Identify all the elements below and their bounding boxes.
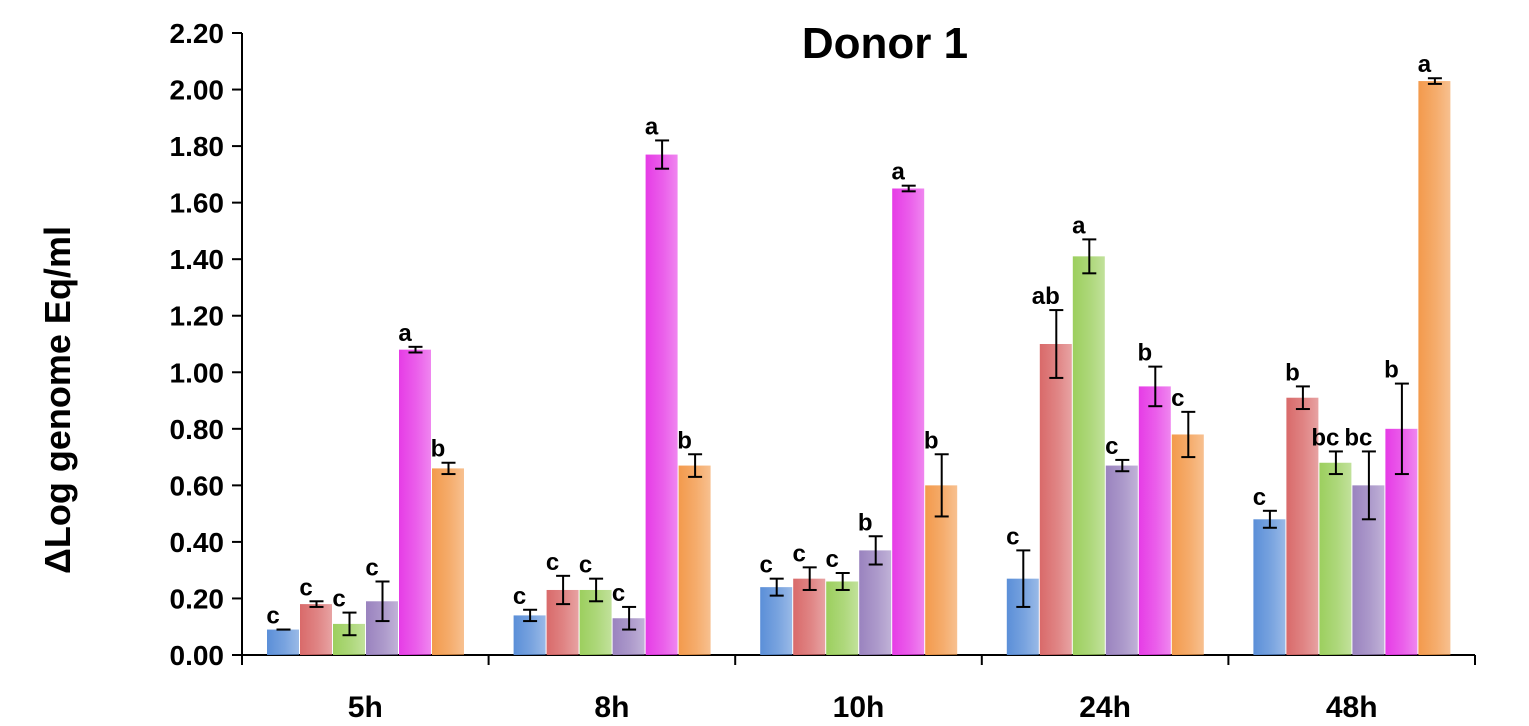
significance-label: b bbox=[858, 509, 873, 536]
significance-label: c bbox=[266, 603, 279, 630]
bar bbox=[645, 154, 678, 655]
bar bbox=[1171, 434, 1204, 655]
significance-label: ab bbox=[1032, 283, 1060, 310]
bar bbox=[300, 604, 332, 655]
y-tick-label: 1.80 bbox=[170, 131, 225, 162]
significance-label: c bbox=[299, 574, 312, 601]
bar bbox=[678, 465, 711, 655]
axes: 0.00 0.20 0.40 0.60 0.80 1.00 1.20 1.40 1.60 1.80… bbox=[170, 18, 1476, 724]
y-tick-label: 1.40 bbox=[170, 244, 225, 275]
significance-label: c bbox=[826, 546, 839, 573]
significance-label: bc bbox=[1311, 424, 1339, 451]
y-tick-label: 0.40 bbox=[170, 527, 225, 558]
y-tick-label: 0.20 bbox=[170, 583, 225, 614]
x-tick-label: 5h bbox=[348, 691, 383, 724]
x-tick-label: 24h bbox=[1079, 691, 1131, 724]
significance-label: b bbox=[1137, 340, 1152, 367]
significance-label: b bbox=[677, 427, 692, 454]
significance-label: b bbox=[924, 427, 939, 454]
significance-label: a bbox=[1418, 51, 1432, 78]
x-tick-label: 10h bbox=[833, 691, 885, 724]
significance-label: c bbox=[365, 554, 378, 581]
bar bbox=[1039, 344, 1072, 655]
bar bbox=[267, 629, 299, 655]
significance-label: a bbox=[1072, 212, 1086, 239]
y-tick-label: 0.80 bbox=[170, 414, 225, 445]
significance-label: c bbox=[1253, 484, 1266, 511]
significance-label: a bbox=[398, 320, 412, 347]
y-tick-label: 2.00 bbox=[170, 75, 225, 106]
bar bbox=[1072, 256, 1105, 655]
significance-label: c bbox=[1006, 523, 1019, 550]
bar bbox=[1138, 386, 1171, 655]
significance-label: c bbox=[546, 549, 559, 576]
significance-label: b bbox=[1384, 357, 1399, 384]
y-axis-label: ΔLog genome Eq/ml bbox=[37, 226, 78, 574]
bar bbox=[892, 188, 925, 655]
significance-label: c bbox=[793, 540, 806, 567]
bar bbox=[1418, 81, 1451, 655]
significance-label: c bbox=[1171, 385, 1184, 412]
bar bbox=[793, 578, 826, 655]
significance-label: c bbox=[612, 580, 625, 607]
bar bbox=[1286, 397, 1319, 655]
significance-label: b bbox=[1285, 359, 1300, 386]
y-tick-label: 0.60 bbox=[170, 470, 225, 501]
y-tick-label: 2.20 bbox=[170, 18, 225, 49]
x-tick-label: 48h bbox=[1326, 691, 1378, 724]
y-tick-label: 1.00 bbox=[170, 357, 225, 388]
significance-label: c bbox=[1105, 433, 1118, 460]
bar bbox=[432, 468, 464, 655]
significance-label: b bbox=[431, 436, 446, 463]
y-tick-label: 1.20 bbox=[170, 301, 225, 332]
bar bbox=[859, 550, 892, 655]
bar bbox=[1105, 465, 1138, 655]
significance-label: c bbox=[760, 552, 773, 579]
significance-label: c bbox=[579, 552, 592, 579]
bar bbox=[1319, 462, 1352, 655]
significance-label: bc bbox=[1344, 424, 1372, 451]
bars bbox=[267, 77, 1451, 655]
significance-label: c bbox=[332, 586, 345, 613]
y-tick-label: 1.60 bbox=[170, 188, 225, 219]
significance-label: a bbox=[892, 159, 906, 186]
bar bbox=[399, 349, 431, 655]
significance-label: a bbox=[645, 113, 659, 140]
significance-label: c bbox=[513, 583, 526, 610]
chart-title: Donor 1 bbox=[802, 19, 968, 68]
bar bbox=[760, 587, 793, 655]
y-tick-label: 0.00 bbox=[170, 640, 225, 671]
x-tick-label: 8h bbox=[594, 691, 629, 724]
bar bbox=[826, 581, 859, 655]
bar bbox=[1253, 519, 1286, 655]
